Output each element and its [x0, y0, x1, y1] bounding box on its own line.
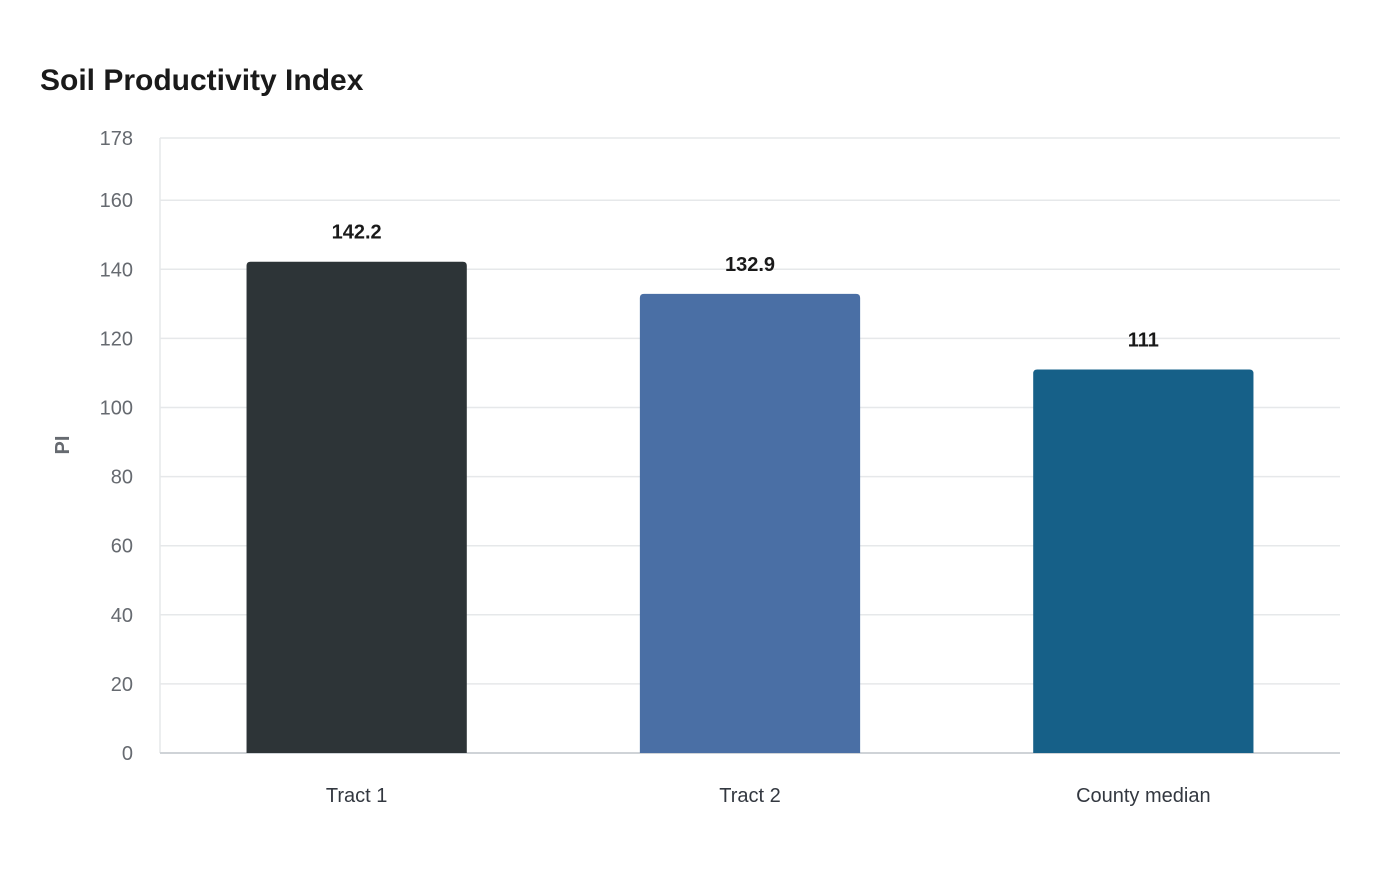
y-axis-title: PI	[52, 436, 74, 455]
value-label: 142.2	[332, 222, 382, 244]
value-label: 111	[1128, 329, 1159, 351]
labels: 0 20 40 60 80 100 120 140 160 178 142.2 Tract 1 132.…	[100, 128, 1211, 807]
value-label: 132.9	[725, 254, 775, 276]
y-tick-label: 178	[100, 128, 133, 150]
x-tick-label: County median	[1076, 785, 1211, 807]
y-tick-label: 60	[111, 536, 133, 558]
y-tick-label: 100	[100, 397, 133, 419]
x-tick-label: Tract 2	[719, 785, 781, 807]
y-tick-label: 20	[111, 674, 133, 696]
bar-tract-1	[246, 261, 467, 753]
y-tick-label: 0	[122, 743, 133, 765]
bar-county-median	[1033, 369, 1254, 753]
y-tick-label: 160	[100, 190, 133, 212]
x-tick-label: Tract 1	[326, 785, 388, 807]
y-tick-label: 80	[111, 467, 133, 489]
y-tick-label: 140	[100, 259, 133, 281]
y-tick-label: 120	[100, 328, 133, 350]
chart-title: Soil Productivity Index	[40, 64, 364, 97]
bars	[246, 261, 1254, 753]
y-tick-label: 40	[111, 605, 133, 627]
bar-tract-2	[639, 293, 861, 753]
